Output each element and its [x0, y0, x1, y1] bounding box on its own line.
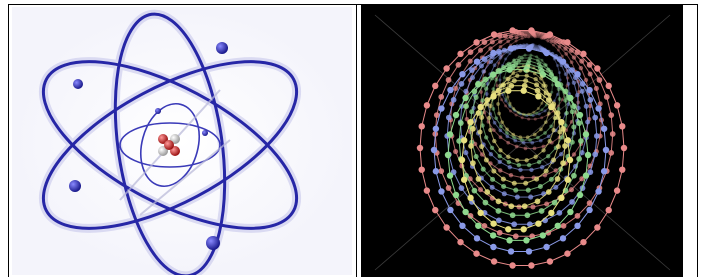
tube-atom [490, 93, 496, 99]
tube-atom [493, 121, 497, 125]
tube-atom [438, 105, 444, 111]
tube-atom [453, 112, 459, 118]
tube-atom [424, 102, 430, 108]
tube-atom [559, 73, 560, 80]
tube-atom [474, 154, 479, 159]
tube-atom [572, 131, 576, 135]
tube-atom [457, 51, 463, 57]
tube-atom [432, 83, 438, 89]
atom-image [12, 7, 352, 277]
nanotube-image [361, 5, 683, 277]
tube-atom [570, 60, 574, 64]
tube-atom [554, 168, 558, 172]
tube-atom [490, 71, 496, 77]
tube-atom [506, 77, 510, 81]
tube-atom [481, 167, 486, 172]
tube-atom [484, 157, 489, 162]
tube-atom [433, 126, 439, 132]
tube-atom [588, 72, 593, 77]
tube-atom [467, 119, 473, 125]
page [0, 0, 701, 277]
tube-atom [490, 50, 496, 56]
tube-atom [508, 203, 514, 209]
tube-atom [419, 123, 425, 129]
tube-atom [533, 155, 537, 159]
image-table [0, 0, 701, 277]
tube-atom [473, 39, 479, 45]
tube-atom [560, 135, 564, 139]
